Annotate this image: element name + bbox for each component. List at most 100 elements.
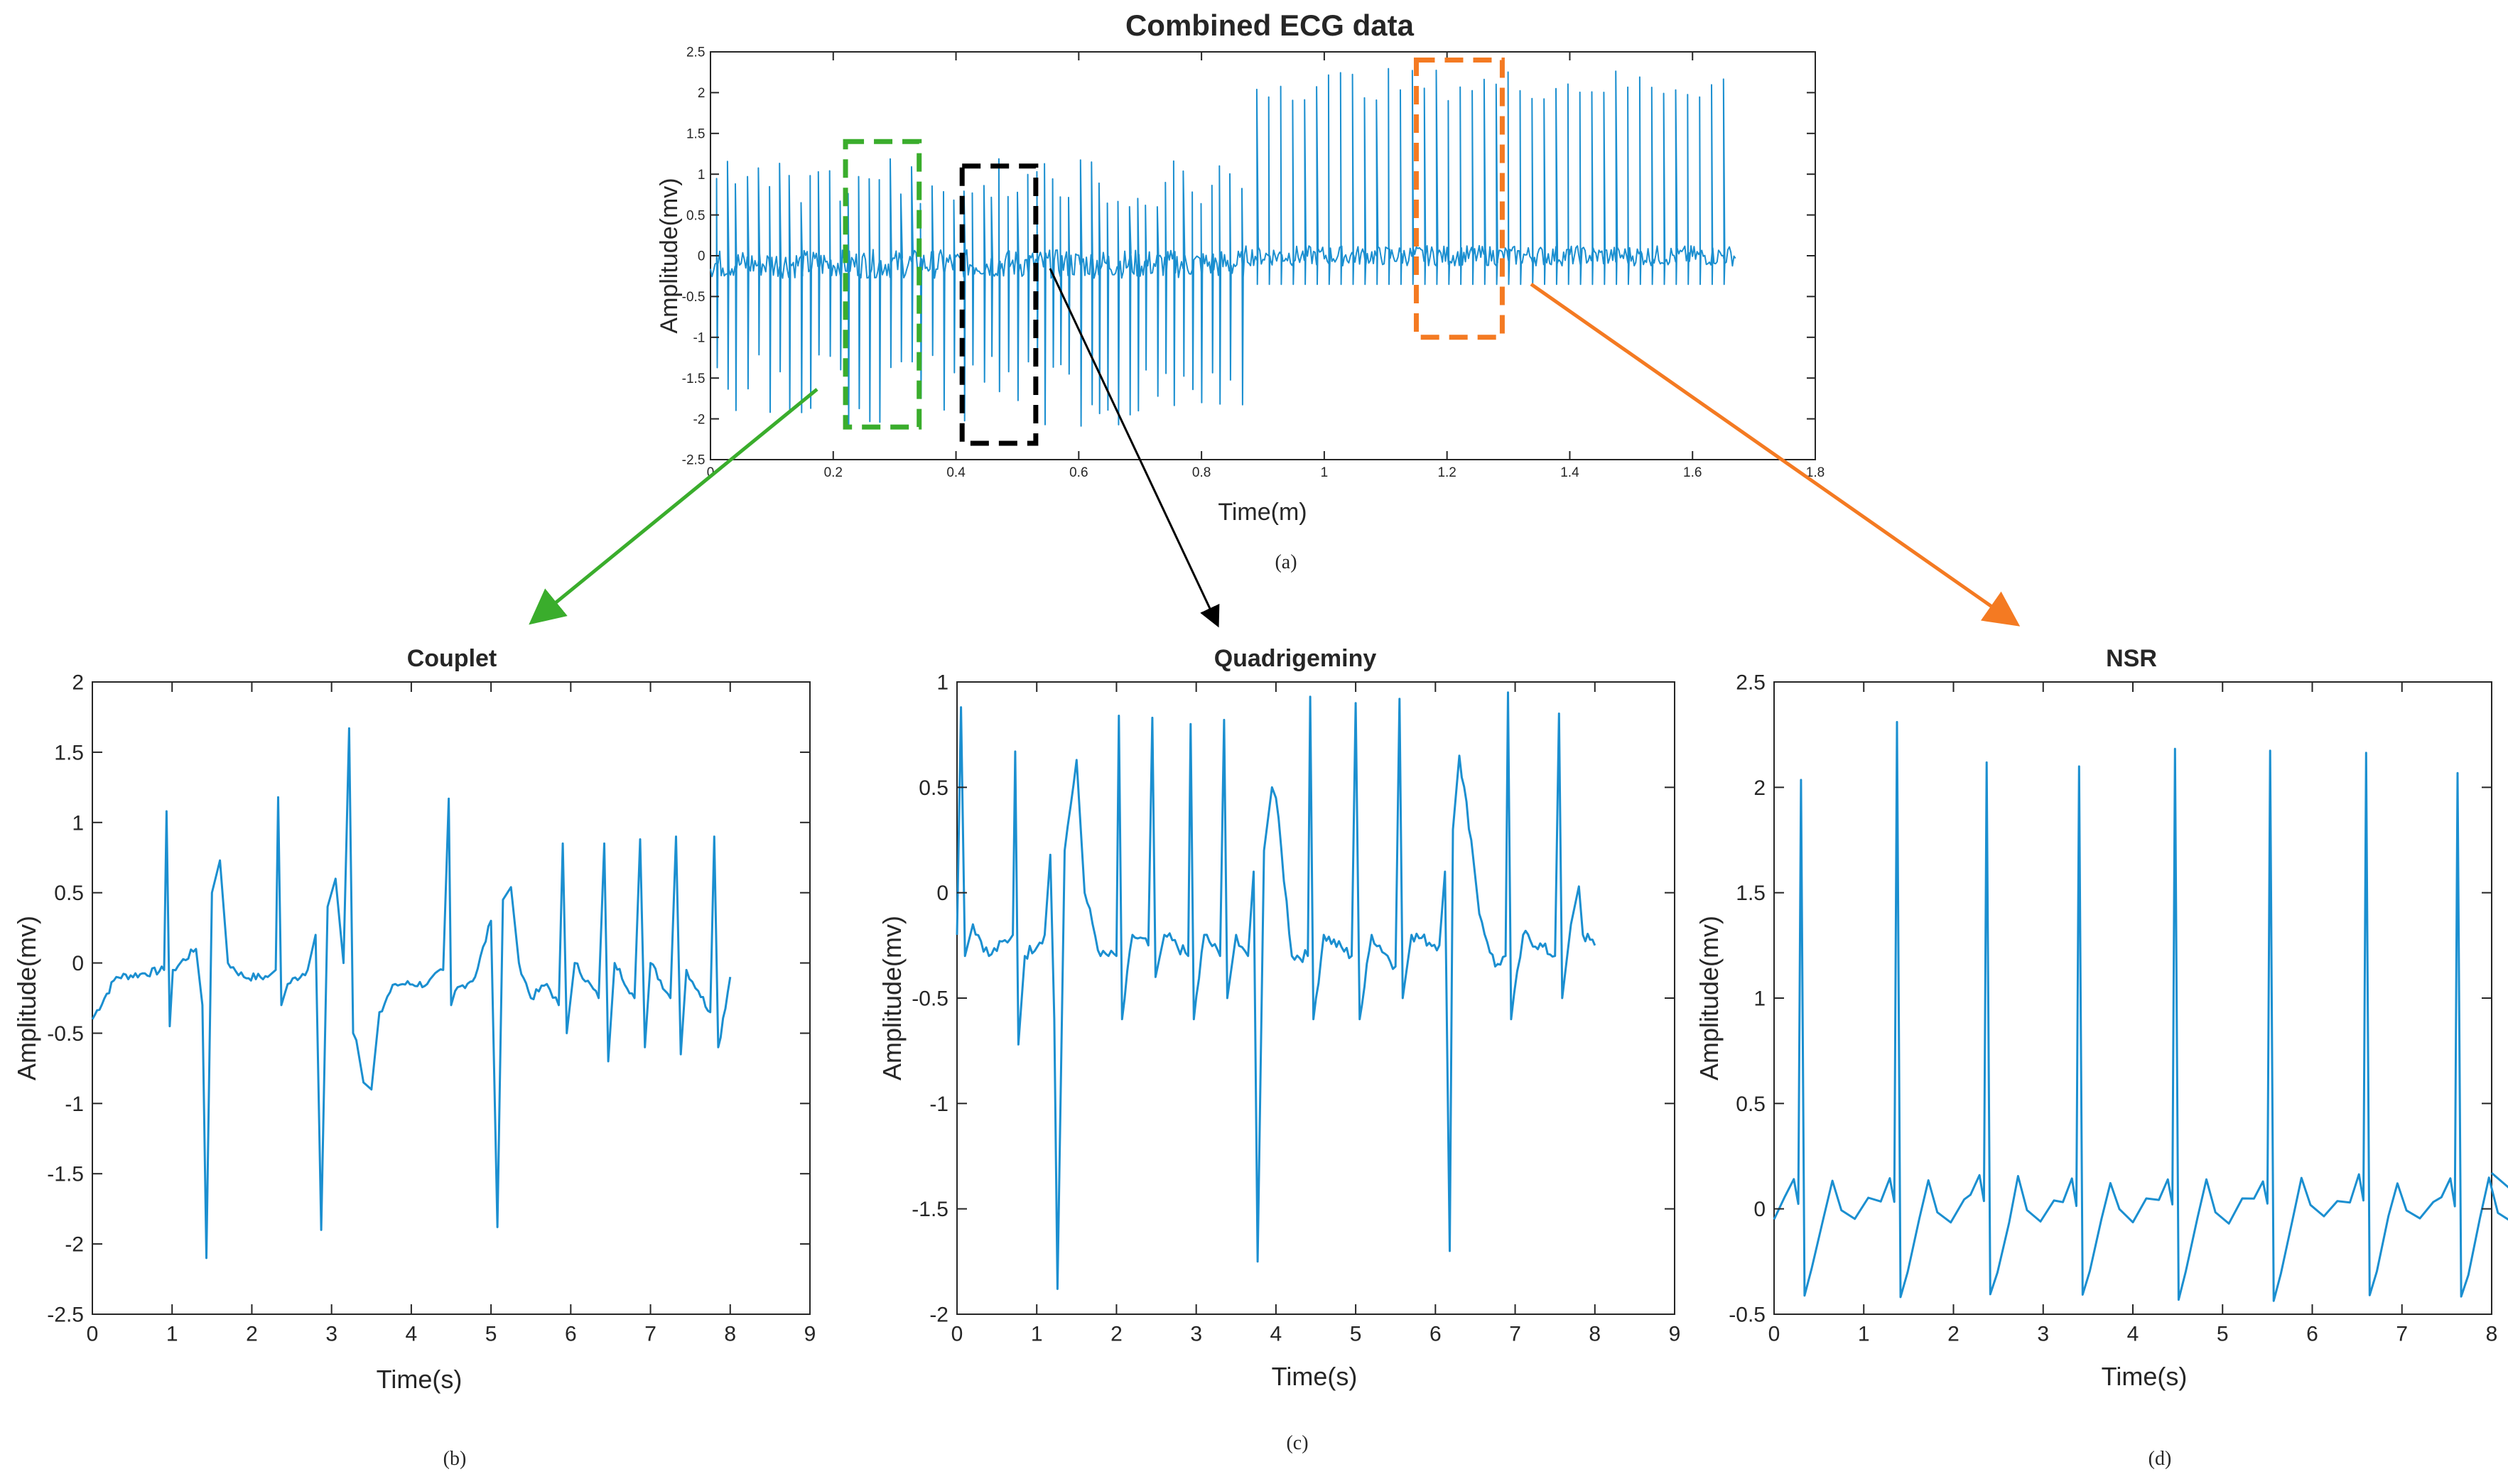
b-ytick-label: -2 (65, 1233, 84, 1257)
caption-d: (d) (2148, 1448, 2172, 1470)
a-xtick-label: 0 (707, 465, 715, 480)
arrow-to-nsr (1530, 282, 2021, 627)
a-xtick-label: 0.2 (824, 465, 843, 480)
b-xtick-label: 7 (644, 1323, 656, 1346)
c-xtick-label: 8 (1589, 1323, 1601, 1346)
d-xtick-label: 5 (2217, 1323, 2229, 1346)
a-ytick-label: -1.5 (682, 372, 706, 386)
a-xtick-label: 0.6 (1069, 465, 1088, 480)
quadrigeminy-panel: Quadrigeminy 0 1 2 3 4 5 6 7 8 9 -2 -1.5 -1 -0.5 0 0.5 1… (877, 645, 1680, 1454)
c-ytick-label: -1 (929, 1093, 948, 1116)
d-ytick-label: 1.5 (1736, 882, 1766, 905)
d-ytick-label: 0.5 (1736, 1093, 1766, 1116)
b-ytick-label: 2 (72, 671, 84, 695)
x-axis-label-quadrigeminy: Time(s) (1272, 1362, 1358, 1391)
c-ytick-label: 1 (936, 671, 948, 695)
c-xtick-label: 3 (1190, 1323, 1202, 1346)
c-xtick-label: 4 (1270, 1323, 1282, 1346)
a-xtick-label: 0.8 (1192, 465, 1211, 480)
quadrigeminy-segment-box (959, 163, 1039, 446)
b-xtick-label: 2 (246, 1323, 258, 1346)
y-axis-label-combined: Amplitude(mv) (656, 178, 683, 333)
a-xtick-label: 1.2 (1437, 465, 1456, 480)
caption-c: (c) (1286, 1432, 1308, 1454)
d-xtick-label: 6 (2306, 1323, 2318, 1346)
nsr-panel: NSR 0 1 2 3 4 5 6 7 8-0.500.511.522.5 Time(s) Am… (1694, 645, 2508, 1470)
a-xtick-label: 1 (1321, 465, 1329, 480)
a-ytick-label: 0.5 (686, 208, 705, 223)
x-axis-label-couplet: Time(s) (377, 1365, 463, 1394)
b-ytick-label: 1 (72, 811, 84, 835)
b-ytick-label: 0 (72, 952, 84, 975)
d-xtick-label: 4 (2127, 1323, 2139, 1346)
chart-title-couplet: Couplet (407, 645, 497, 672)
b-xtick-label: 1 (166, 1323, 178, 1346)
y-axis-label-quadrigeminy: Amplitude(mv) (877, 916, 907, 1080)
a-xtick-label: 1.6 (1683, 465, 1702, 480)
a-xtick-label: 1.4 (1560, 465, 1579, 480)
b-ytick-label: 0.5 (54, 882, 84, 905)
y-axis-label-nsr: Amplitude(mv) (1694, 916, 1724, 1080)
c-ytick-label: -0.5 (912, 987, 948, 1011)
d-ytick-label: 0 (1753, 1198, 1766, 1221)
a-ytick-label: 1 (698, 168, 706, 183)
chart-title-combined: Combined ECG data (1125, 9, 1415, 42)
a-ytick-label: 2 (698, 86, 706, 101)
d-xtick-label: 3 (2037, 1323, 2049, 1346)
a-ytick-label: -2.5 (682, 453, 706, 468)
c-ytick-label: -2 (929, 1304, 948, 1327)
chart-title-quadrigeminy: Quadrigeminy (1214, 645, 1377, 672)
x-axis-label-combined: Time(m) (1218, 499, 1307, 526)
a-xtick-label: 1.8 (1806, 465, 1825, 480)
c-ytick-label: 0 (936, 882, 948, 905)
axis-ticks-combined: 0 0.2 0.4 0.6 0.8 1 1.2 1.4 1.6 1.8 -2.5 -2 -1.5 -1 -0… (682, 45, 1825, 480)
nsr-segment-box (1413, 57, 1505, 340)
quadrigeminy-ecg-line (956, 691, 1596, 1290)
d-xtick-label: 8 (2486, 1323, 2498, 1346)
axis-ticks-nsr: 0 1 2 3 4 5 6 7 8-0.500.511.522.5 (1729, 671, 2497, 1346)
d-ytick-label: -0.5 (1729, 1304, 1766, 1327)
arrow-to-couplet (529, 388, 818, 625)
c-xtick-label: 9 (1669, 1323, 1681, 1346)
a-ytick-label: 0 (698, 249, 706, 264)
b-xtick-label: 3 (325, 1323, 337, 1346)
a-ytick-label: 2.5 (686, 45, 705, 60)
c-xtick-label: 2 (1110, 1323, 1123, 1346)
a-ytick-label: -1 (693, 330, 705, 345)
couplet-panel: Couplet 0 1 2 3 4 5 6 7 8 9 -2.5 -2 -1.5 -1 -0.5 0 0.5 1 1… (12, 645, 816, 1470)
d-xtick-label: 1 (1858, 1323, 1870, 1346)
b-ytick-label: -2.5 (47, 1304, 84, 1327)
d-ytick-label: 2 (1753, 776, 1766, 800)
b-xtick-label: 8 (724, 1323, 736, 1346)
caption-b: (b) (443, 1448, 467, 1470)
couplet-segment-box (843, 139, 922, 430)
b-xtick-label: 6 (565, 1323, 577, 1346)
combined-ecg-panel: Combined ECG data 0 0.2 0.4 0.6 0.8 1 1.2 1.4 1.… (656, 9, 1825, 573)
b-xtick-label: 0 (87, 1323, 99, 1346)
axis-ticks-quadrigeminy: 0 1 2 3 4 5 6 7 8 9 -2 -1.5 -1 -0.5 0 0.5 1 (912, 671, 1680, 1346)
a-ytick-label: -2 (693, 412, 705, 427)
a-ytick-label: -0.5 (682, 290, 706, 305)
plot-frame-nsr (1773, 681, 2492, 1315)
caption-a: (a) (1275, 551, 1297, 573)
c-xtick-label: 5 (1350, 1323, 1362, 1346)
c-ytick-label: -1.5 (912, 1198, 948, 1221)
b-ytick-label: -1 (65, 1093, 84, 1116)
b-ytick-label: -0.5 (47, 1022, 84, 1046)
y-axis-label-couplet: Amplitude(mv) (12, 916, 41, 1080)
a-xtick-label: 0.4 (946, 465, 966, 480)
b-ytick-label: -1.5 (47, 1163, 84, 1186)
plot-frame-couplet (92, 681, 811, 1315)
couplet-ecg-line (91, 727, 732, 1260)
x-axis-label-nsr: Time(s) (2102, 1362, 2188, 1391)
b-xtick-label: 5 (485, 1323, 497, 1346)
nsr-ecg-line (1773, 720, 2508, 1302)
b-xtick-label: 9 (804, 1323, 816, 1346)
d-xtick-label: 0 (1768, 1323, 1780, 1346)
d-xtick-label: 2 (1947, 1323, 1960, 1346)
axis-ticks-couplet: 0 1 2 3 4 5 6 7 8 9 -2.5 -2 -1.5 -1 -0.5 0 0.5 1 1.5 2 (47, 671, 816, 1346)
arrow-to-quadrigeminy (1049, 268, 1220, 628)
c-ytick-label: 0.5 (919, 776, 948, 800)
combined-ecg-line (710, 67, 1736, 427)
